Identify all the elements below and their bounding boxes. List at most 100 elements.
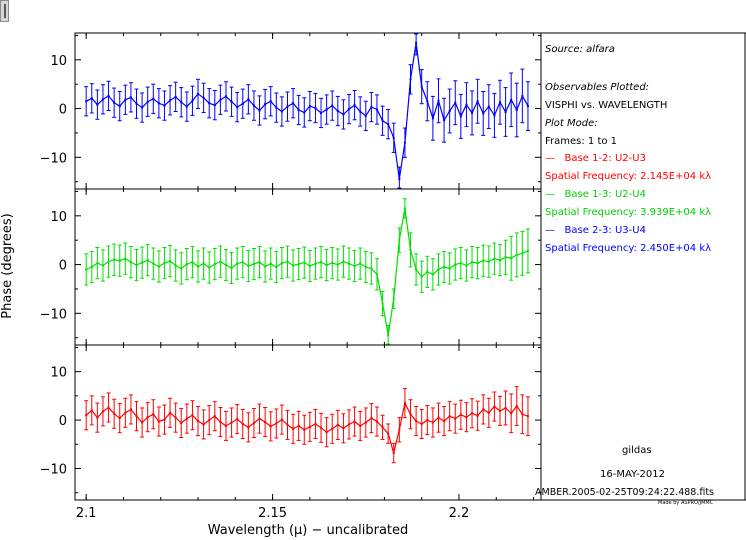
data-point — [308, 105, 311, 108]
data-point — [141, 261, 144, 264]
data-point — [359, 262, 362, 265]
data-point — [219, 98, 222, 101]
data-point — [437, 416, 440, 419]
data-point — [331, 104, 334, 107]
legend-entry-base-1-2: — Base 1-2: U2-U3 — [545, 153, 646, 165]
data-point — [353, 104, 356, 107]
data-point — [169, 99, 172, 102]
data-point — [454, 263, 457, 266]
data-point — [487, 411, 490, 414]
y-tick-label: 10 — [50, 210, 67, 225]
data-point — [152, 413, 155, 416]
data-point — [409, 78, 412, 81]
data-point — [465, 416, 468, 419]
data-point — [526, 105, 529, 108]
data-point — [370, 106, 373, 109]
data-point — [359, 424, 362, 427]
data-point — [381, 119, 384, 122]
legend-swatch-base-1-3: — — [545, 189, 565, 200]
user-label: gildas — [622, 445, 652, 456]
data-point — [252, 104, 255, 107]
data-point — [353, 265, 356, 268]
data-point — [415, 268, 418, 271]
legend-entry-base-1-3: — Base 1-3: U2-U4 — [545, 189, 646, 201]
data-point — [381, 426, 384, 429]
data-point — [303, 111, 306, 114]
data-point — [476, 414, 479, 417]
data-point — [420, 422, 423, 425]
data-point — [359, 110, 362, 113]
data-point — [157, 420, 160, 423]
data-point — [180, 421, 183, 424]
data-point — [308, 265, 311, 268]
data-point — [381, 302, 384, 305]
data-point — [398, 239, 401, 242]
data-point — [426, 270, 429, 273]
data-point — [275, 422, 278, 425]
data-point — [292, 427, 295, 430]
data-point — [163, 262, 166, 265]
data-point — [348, 262, 351, 265]
data-point — [141, 106, 144, 109]
data-point — [174, 416, 177, 419]
data-point — [459, 262, 462, 265]
data-point — [118, 417, 121, 420]
data-point — [135, 102, 138, 105]
data-point — [314, 262, 317, 265]
data-point — [124, 98, 127, 101]
data-point — [348, 108, 351, 111]
data-point — [191, 261, 194, 264]
data-point — [392, 136, 395, 139]
data-point — [135, 264, 138, 267]
data-point — [415, 41, 418, 44]
data-point — [174, 95, 177, 98]
data-point — [342, 260, 345, 263]
data-point — [191, 99, 194, 102]
y-tick-label: 0 — [59, 103, 67, 118]
data-point — [364, 114, 367, 117]
data-point — [482, 408, 485, 411]
data-point — [213, 415, 216, 418]
data-point — [107, 260, 110, 263]
data-point — [208, 102, 211, 105]
data-point — [471, 111, 474, 114]
data-point — [152, 97, 155, 100]
data-point — [286, 423, 289, 426]
data-point — [375, 420, 378, 423]
data-point — [521, 252, 524, 255]
data-point — [510, 98, 513, 101]
data-point — [342, 113, 345, 116]
legend-label-base-1-2: Base 1-2: U2-U3 — [564, 153, 646, 164]
data-point — [482, 259, 485, 262]
data-point — [163, 104, 166, 107]
data-point — [465, 264, 468, 267]
data-point — [387, 432, 390, 435]
y-tick-label: −10 — [40, 307, 67, 322]
data-point — [280, 262, 283, 265]
data-point — [454, 101, 457, 104]
data-point — [314, 422, 317, 425]
data-point — [113, 101, 116, 104]
window-handle[interactable] — [0, 0, 9, 22]
data-point — [258, 109, 261, 112]
data-point — [224, 264, 227, 267]
data-point — [320, 261, 323, 264]
data-point — [325, 431, 328, 434]
data-point — [258, 261, 261, 264]
data-point — [504, 406, 507, 409]
data-point — [230, 266, 233, 269]
source-label: Source: alfara — [545, 44, 615, 55]
data-point — [331, 427, 334, 430]
data-point — [476, 100, 479, 103]
data-point — [403, 207, 406, 210]
file-label: AMBER.2005-02-25T09:24:22.488.fits — [535, 487, 715, 498]
data-point — [107, 406, 110, 409]
data-point — [213, 263, 216, 266]
observables-value: VISPHI vs. WAVELENGTH — [545, 100, 668, 111]
data-point — [185, 263, 188, 266]
data-point — [431, 421, 434, 424]
data-point — [498, 259, 501, 262]
data-point — [387, 334, 390, 337]
data-point — [174, 264, 177, 267]
